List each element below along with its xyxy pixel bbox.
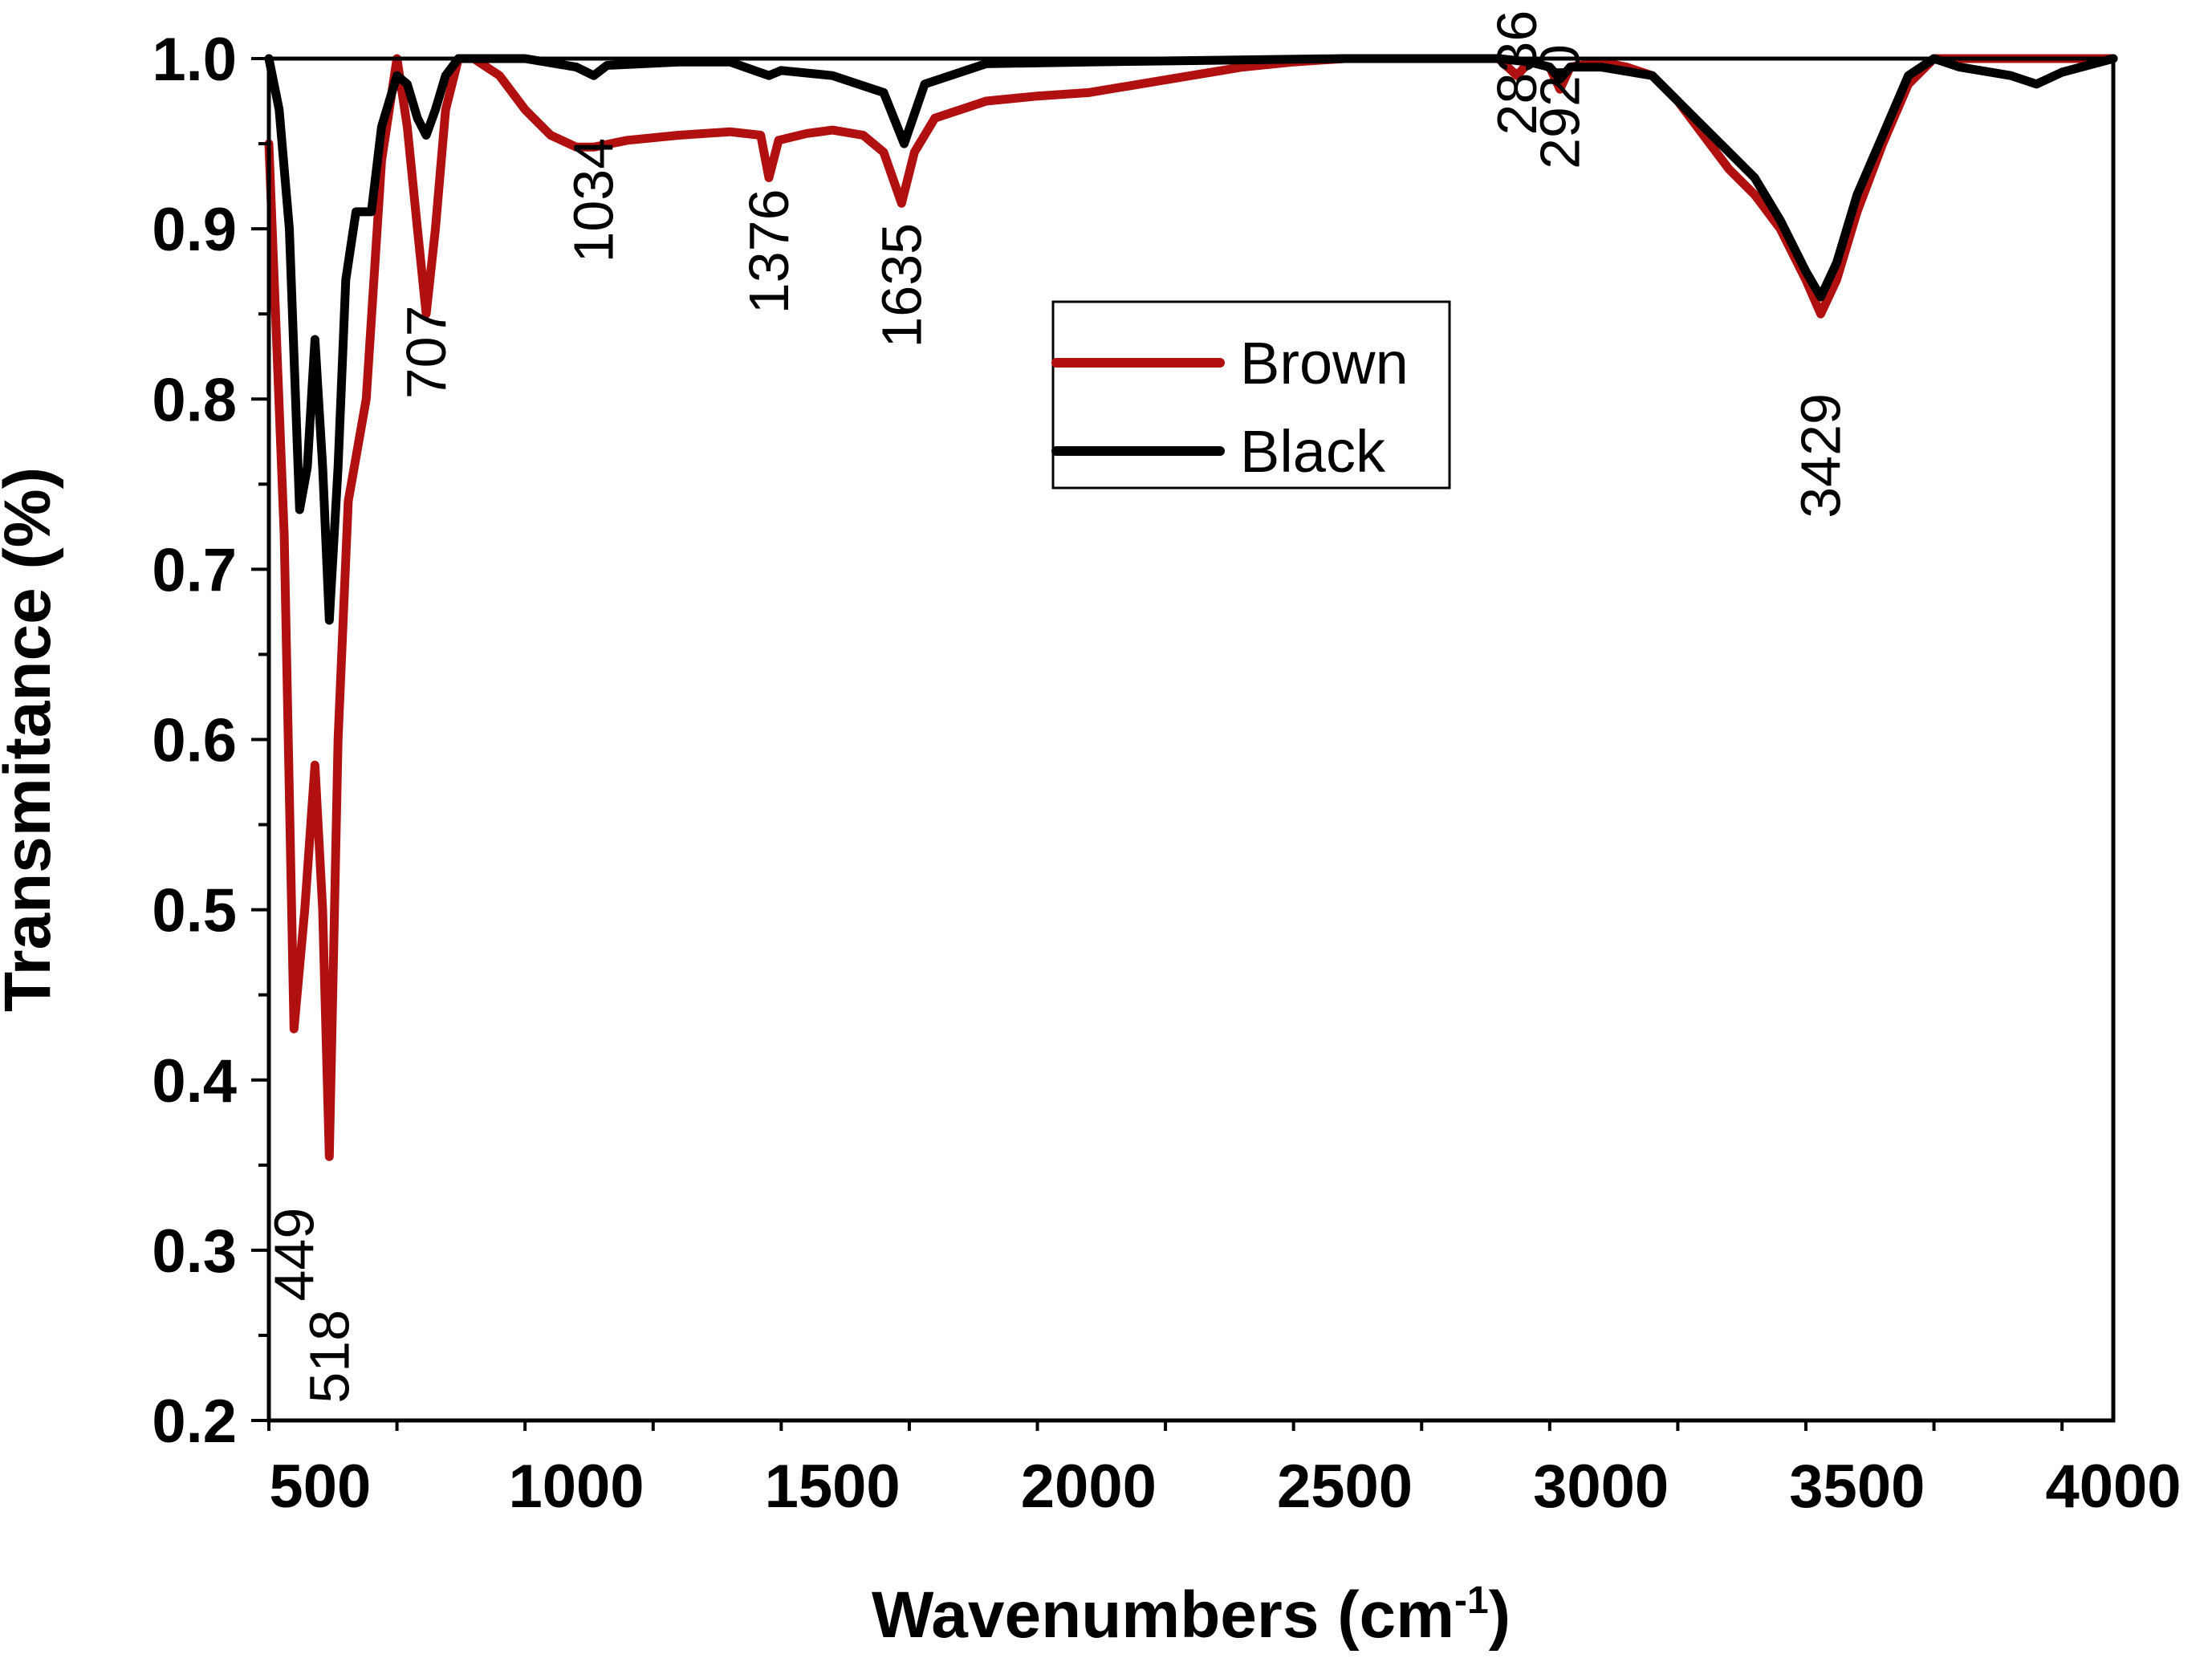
x-tick-label: 1000	[508, 1453, 644, 1521]
peak-label-518: 518	[298, 1310, 360, 1404]
y-tick-label: 0.2	[152, 1388, 237, 1456]
legend: Brown Black	[1051, 300, 1451, 490]
peak-label-3429: 3429	[1790, 393, 1852, 518]
x-tick-label: 500	[269, 1453, 371, 1521]
y-tick-label: 0.3	[152, 1217, 237, 1286]
x-axis-title-close: )	[1489, 1579, 1511, 1652]
y-tick-label: 0.9	[152, 196, 237, 264]
ticks-layer	[251, 57, 2064, 1431]
x-tick-label: 2500	[1277, 1453, 1413, 1521]
peak-label-1034: 1034	[563, 138, 625, 263]
peak-label-707: 707	[395, 305, 457, 399]
y-tick-label: 0.4	[152, 1047, 237, 1115]
x-axis-title-superscript: -1	[1454, 1579, 1489, 1622]
series-line-black	[264, 54, 2118, 625]
y-tick-label: 0.5	[152, 877, 237, 945]
x-tick-label: 4000	[2045, 1453, 2181, 1521]
y-axis-title: Transmitance (%)	[0, 467, 64, 1012]
x-axis-title: Wavenumbers (cm-1)	[872, 1579, 1511, 1652]
x-axis-title-main: Wavenumbers (cm	[872, 1579, 1454, 1652]
legend-box	[1051, 300, 1451, 490]
legend-label-brown: Brown	[1240, 330, 1409, 396]
x-tick-label: 3000	[1533, 1453, 1669, 1521]
x-tick-label: 3500	[1789, 1453, 1925, 1521]
y-tick-label: 0.7	[152, 536, 237, 604]
tick-labels-layer: 500 1000 1500 2000 2500 3000 3500 4000 0.2 0.3 0.4…	[152, 26, 2181, 1521]
x-tick-label: 2000	[1021, 1453, 1157, 1521]
legend-label-black: Black	[1240, 418, 1386, 485]
y-tick-label: 1.0	[152, 26, 237, 94]
series-line-brown	[264, 54, 2118, 1161]
peak-label-2836: 2836	[1486, 10, 1548, 136]
y-tick-label: 0.6	[152, 707, 237, 775]
peak-label-1376: 1376	[738, 189, 800, 314]
peak-label-2920: 2920	[1529, 44, 1592, 169]
peak-label-1635: 1635	[870, 223, 933, 348]
y-tick-label: 0.8	[152, 366, 237, 434]
x-tick-label: 1500	[765, 1453, 901, 1521]
series-layer	[264, 54, 2118, 1161]
peak-label-449: 449	[262, 1208, 325, 1302]
